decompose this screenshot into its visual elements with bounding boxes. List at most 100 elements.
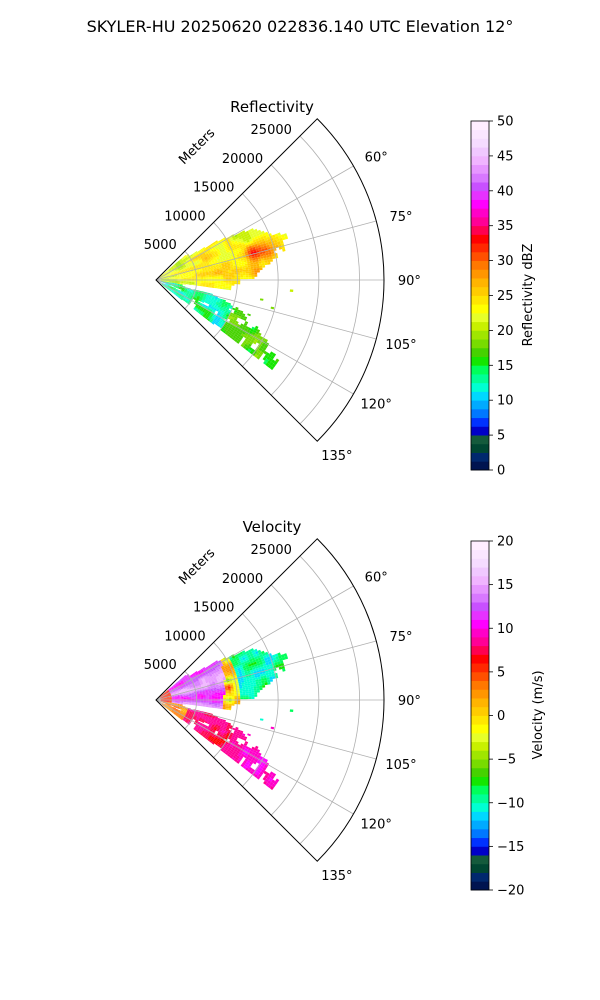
reflectivity-gate <box>232 335 237 339</box>
velocity-gate <box>245 761 250 766</box>
reflectivity-gate <box>177 281 181 282</box>
reflectivity-gate <box>229 252 234 255</box>
velocity-gate <box>228 697 232 700</box>
reflectivity-gate <box>197 283 201 286</box>
reflectivity-gate <box>202 285 206 287</box>
velocity-gate <box>217 695 221 697</box>
velocity-gate <box>211 736 215 740</box>
reflectivity-gate <box>171 284 174 286</box>
velocity-gate <box>213 728 217 731</box>
velocity-gate <box>160 698 164 700</box>
reflectivity-gate <box>244 333 249 337</box>
reflectivity-gate <box>182 274 186 276</box>
reflectivity-gate <box>186 258 189 262</box>
velocity-gate <box>216 721 220 725</box>
reflectivity-gate <box>205 258 209 261</box>
velocity-gate <box>200 683 204 685</box>
velocity-gate <box>197 682 201 685</box>
reflectivity-gate <box>173 285 177 287</box>
velocity-gate <box>177 698 181 700</box>
reflectivity-gate <box>167 273 171 275</box>
reflectivity-gate <box>248 269 252 272</box>
velocity-gate <box>185 692 189 694</box>
reflectivity-gate <box>199 260 203 263</box>
azimuth-tick-label: 105° <box>385 338 416 353</box>
velocity-gate <box>255 745 259 750</box>
velocity-gate <box>259 654 264 658</box>
velocity-gate <box>177 695 180 697</box>
velocity-gate <box>203 697 207 699</box>
reflectivity-gate <box>187 296 191 299</box>
reflectivity-gate <box>211 285 215 287</box>
velocity-gate <box>165 703 169 705</box>
velocity-gate <box>190 690 194 693</box>
colorbar-segment <box>471 636 489 647</box>
velocity-gate <box>173 693 177 695</box>
velocity-gate <box>206 682 210 685</box>
colorbar-segment <box>471 698 489 708</box>
velocity-gate <box>242 691 246 694</box>
velocity-gate <box>197 702 201 704</box>
velocity-gate <box>177 696 181 698</box>
reflectivity-gate <box>217 283 221 285</box>
velocity-gate <box>193 716 197 719</box>
reflectivity-gate <box>197 295 201 297</box>
velocity-gate <box>165 704 168 707</box>
reflectivity-gate <box>181 289 185 292</box>
reflectivity-gate <box>272 256 276 259</box>
velocity-gate <box>229 670 233 674</box>
reflectivity-colorbar <box>470 120 490 471</box>
velocity-gate <box>175 709 179 711</box>
velocity-gate <box>185 692 189 694</box>
velocity-gate <box>198 679 202 682</box>
velocity-gate <box>180 695 183 697</box>
reflectivity-gate <box>163 280 167 282</box>
velocity-gate <box>163 691 167 694</box>
reflectivity-gate <box>224 265 228 268</box>
reflectivity-gate <box>251 268 255 271</box>
velocity-gate <box>264 758 268 763</box>
reflectivity-gate <box>218 310 222 314</box>
reflectivity-gate <box>243 275 246 278</box>
polar-frame <box>155 118 385 442</box>
reflectivity-gate <box>187 289 191 292</box>
reflectivity-gate <box>178 294 182 297</box>
velocity-gate <box>208 705 212 707</box>
colorbar-segment <box>471 619 489 629</box>
colorbar-segment <box>471 286 489 296</box>
velocity-gate <box>186 686 190 689</box>
velocity-gate <box>206 722 210 725</box>
velocity-gate <box>178 689 182 691</box>
velocity-gate <box>221 667 225 670</box>
reflectivity-gate <box>272 237 277 241</box>
reflectivity-gate <box>243 322 248 326</box>
reflectivity-gate <box>206 318 210 322</box>
velocity-gate <box>183 675 187 678</box>
colorbar-segment <box>471 602 489 612</box>
reflectivity-gate <box>205 310 209 314</box>
velocity-gate <box>165 695 169 697</box>
velocity-gate <box>197 683 201 685</box>
reflectivity-gate <box>213 243 217 246</box>
reflectivity-gate <box>265 362 270 367</box>
velocity-gate <box>246 666 250 670</box>
velocity-gate <box>186 679 190 682</box>
velocity-gate <box>203 700 207 702</box>
reflectivity-gate <box>238 243 242 246</box>
reflectivity-gate <box>189 292 193 294</box>
velocity-gate <box>247 661 251 665</box>
velocity-gate <box>208 697 212 699</box>
velocity-gate <box>179 685 183 688</box>
reflectivity-gate <box>162 276 166 278</box>
velocity-gate <box>213 669 217 672</box>
reflectivity-gate <box>176 292 180 295</box>
velocity-gate <box>171 701 175 703</box>
velocity-gate <box>251 746 255 750</box>
velocity-gate <box>214 692 218 695</box>
reflectivity-gate <box>179 274 183 276</box>
reflectivity-gate <box>200 283 204 285</box>
velocity-gate <box>220 702 224 704</box>
reflectivity-gate <box>213 256 217 260</box>
velocity-gate <box>183 675 187 678</box>
